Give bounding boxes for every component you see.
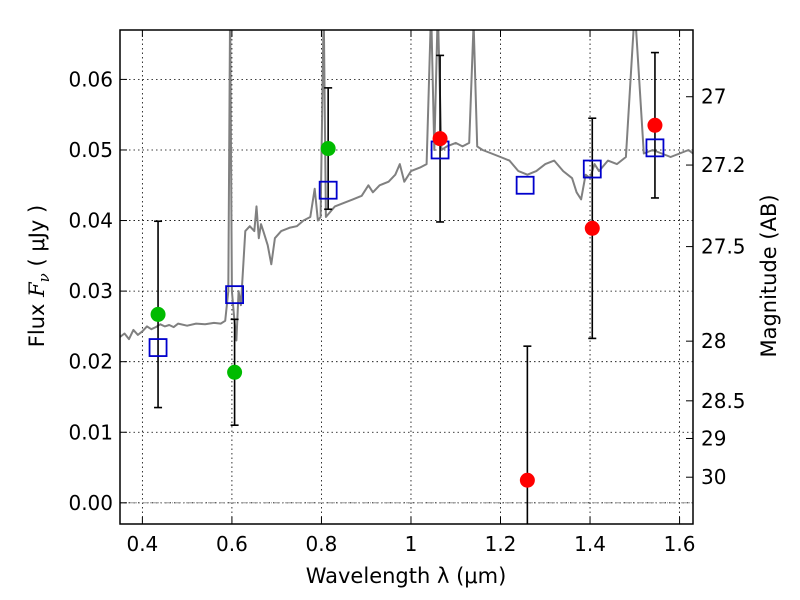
right-tick-label: 30	[701, 465, 726, 489]
x-tick-label: 0.4	[126, 532, 158, 556]
observed-point	[584, 220, 600, 236]
observed-point	[519, 472, 535, 488]
right-tick-label: 27	[701, 85, 726, 109]
plot-area	[120, 30, 693, 524]
x-tick-label: 0.6	[216, 532, 248, 556]
x-tick-label: 1.2	[485, 532, 517, 556]
y-axis-label-suffix: ( μJy )	[25, 205, 49, 273]
right-tick-label: 27.2	[701, 153, 746, 177]
model-square-marker	[515, 175, 535, 195]
y-tick-label: 0.00	[68, 491, 113, 515]
spectrum-line	[120, 30, 693, 342]
right-tick-label: 27.5	[701, 235, 746, 259]
axis-ticks: 0.4 0.6 0.8 1 1.2 1.4 1.6 0.00 0.01 0.02 0.03 0.04 0…	[68, 30, 746, 556]
axes-frame	[119, 29, 694, 525]
model-square-marker	[645, 138, 665, 158]
x-tick-label: 1	[405, 532, 418, 556]
y-tick-label: 0.04	[68, 209, 113, 233]
y-axis-label-prefix: Flux	[25, 297, 49, 347]
observed-point	[227, 364, 243, 380]
y-tick-label: 0.03	[68, 279, 113, 303]
y-tick-label: 0.01	[68, 420, 113, 444]
model-square-marker	[582, 159, 602, 179]
y-axis-label-symbol: F	[25, 281, 49, 298]
right-axis-label: Magnitude (AB)	[757, 194, 781, 357]
observed-point	[320, 141, 336, 157]
right-tick-label: 29	[701, 426, 726, 450]
x-tick-label: 0.8	[306, 532, 338, 556]
observed-point	[432, 131, 448, 147]
y-axis-label-subscript: ν	[35, 273, 53, 282]
x-tick-label: 1.6	[664, 532, 696, 556]
observed-point	[150, 306, 166, 322]
x-axis-label: Wavelength λ (μm)	[306, 564, 507, 588]
observed-point	[647, 117, 663, 133]
model-square-marker	[148, 338, 168, 357]
model-square-marker	[225, 285, 245, 305]
grid-lines	[120, 30, 693, 524]
y-axis-label: Flux Fν ( μJy )	[25, 205, 53, 347]
x-tick-label: 1.4	[574, 532, 606, 556]
right-tick-label: 28.5	[701, 389, 746, 413]
y-tick-label: 0.05	[68, 138, 113, 162]
y-tick-label: 0.06	[68, 67, 113, 91]
right-tick-label: 28	[701, 329, 726, 353]
y-tick-label: 0.02	[68, 350, 113, 374]
model-square-marker	[318, 180, 338, 200]
